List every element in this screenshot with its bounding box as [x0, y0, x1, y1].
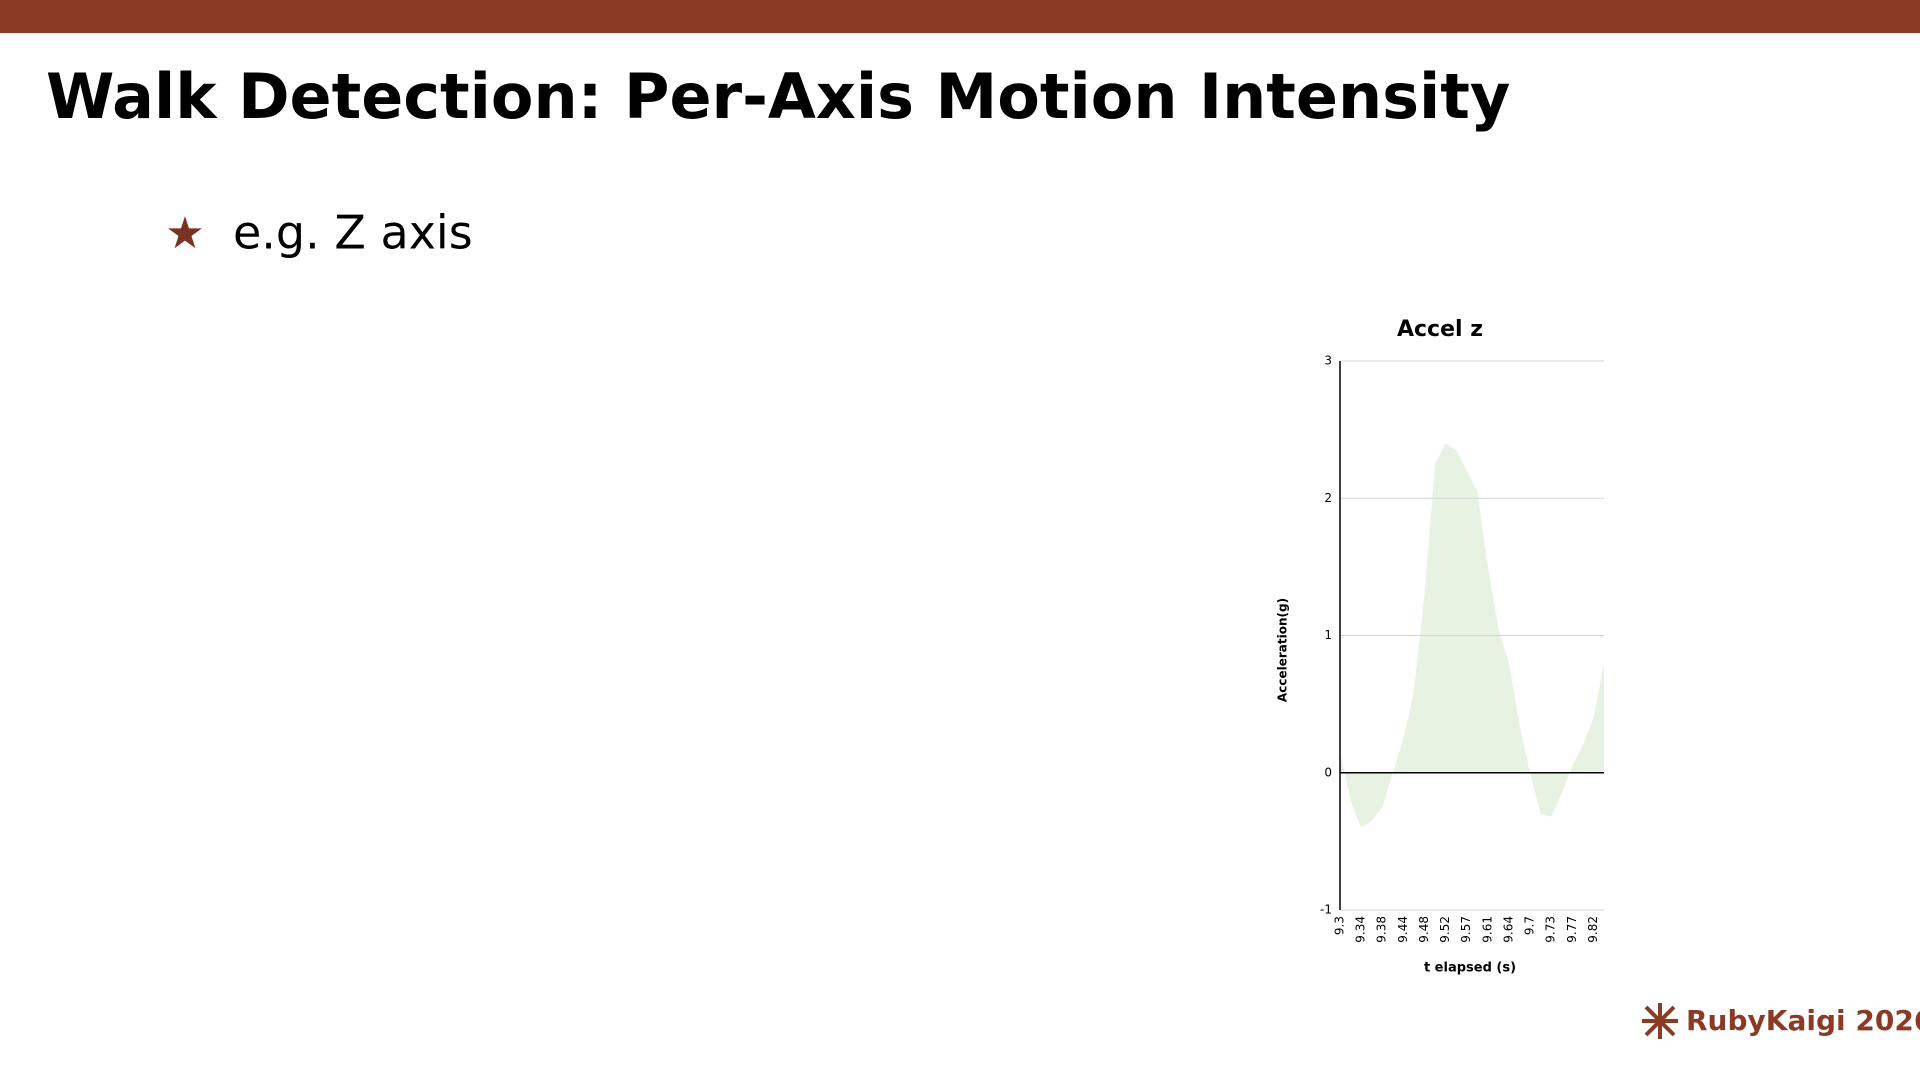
x-axis-label: t elapsed (s): [1424, 961, 1516, 976]
chart: Accel z Acceleration(g) t elapsed (s) -1…: [1276, 317, 1604, 976]
y-tick-label: 3: [1324, 354, 1332, 368]
y-tick-label: 1: [1324, 628, 1332, 642]
x-tick-label: 9.7: [1523, 916, 1537, 935]
x-tick-label: 9.3: [1333, 916, 1347, 935]
chart-title: Accel z: [1397, 317, 1483, 342]
bullet-text: e.g. Z axis: [233, 206, 473, 260]
x-tick-label: 9.73: [1544, 916, 1558, 943]
x-tick-label: 9.82: [1586, 916, 1600, 943]
x-tick-label: 9.38: [1375, 916, 1389, 943]
x-tick-label: 9.44: [1396, 916, 1410, 943]
slide-title: Walk Detection: Per-Axis Motion Intensit…: [46, 60, 1510, 133]
y-tick-label: -1: [1320, 903, 1332, 917]
x-tick-label: 9.61: [1480, 916, 1494, 943]
bullet-star: ★: [165, 208, 204, 259]
x-tick-label: 9.48: [1417, 916, 1431, 943]
top-bar: [0, 0, 1920, 33]
logo: RubyKaigi 2026: [1642, 1003, 1920, 1039]
x-tick-label: 9.52: [1438, 916, 1452, 943]
y-tick-label: 0: [1324, 765, 1332, 779]
x-tick-label: 9.64: [1501, 916, 1515, 943]
y-tick-label: 2: [1324, 491, 1332, 505]
footer-text: RubyKaigi 2026: [1686, 1004, 1920, 1037]
y-axis-label: Acceleration(g): [1276, 598, 1290, 702]
x-tick-label: 9.57: [1459, 916, 1473, 943]
x-tick-label: 9.34: [1354, 916, 1368, 943]
x-tick-label: 9.77: [1565, 916, 1579, 943]
